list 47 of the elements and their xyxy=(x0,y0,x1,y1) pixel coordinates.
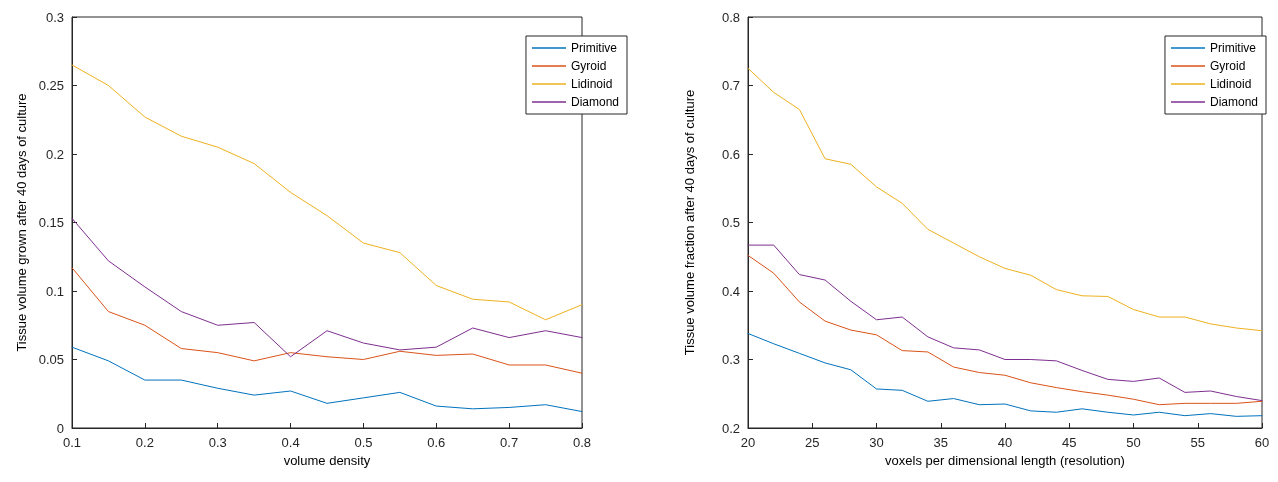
y-tick-label: 0.6 xyxy=(721,146,740,162)
line-series xyxy=(747,332,1263,417)
x-axis-title: volume density xyxy=(283,453,371,468)
x-tick-label: 40 xyxy=(997,435,1013,450)
legend-label: Gyroid xyxy=(1209,59,1246,73)
legend-label: Diamond xyxy=(570,95,620,109)
y-tick-label: 0.25 xyxy=(38,78,64,93)
legend-label: Primitive xyxy=(570,41,618,55)
y-tick-label: 0.3 xyxy=(45,9,64,25)
y-tick-label: 0.05 xyxy=(38,352,64,367)
y-tick-label: 0.8 xyxy=(721,9,740,25)
y-tick-label: 0.4 xyxy=(721,283,740,299)
line-series xyxy=(71,267,583,374)
x-tick-label: 0.6 xyxy=(427,435,446,450)
x-tick-label: 55 xyxy=(1190,435,1205,450)
legend-label: Lidinoid xyxy=(570,77,613,91)
y-tick-label: 0.2 xyxy=(721,420,740,436)
y-tick-label: 0.5 xyxy=(721,215,740,230)
legend-label: Lidinoid xyxy=(1209,77,1252,91)
x-tick-label: 0.3 xyxy=(208,435,227,450)
y-tick-label: 0 xyxy=(56,420,64,436)
x-tick-label: 0.5 xyxy=(354,435,373,450)
x-tick-label: 50 xyxy=(1126,435,1141,450)
x-tick-label: 0.1 xyxy=(62,435,82,450)
x-tick-label: 45 xyxy=(1062,435,1077,450)
y-tick-label: 0.2 xyxy=(45,146,64,162)
x-axis-title: voxels per dimensional length (resolution) xyxy=(885,453,1125,468)
x-tick-label: 35 xyxy=(933,435,948,450)
x-tick-label: 0.2 xyxy=(135,435,154,450)
x-tick-label: 60 xyxy=(1254,435,1270,450)
y-tick-label: 0.7 xyxy=(721,78,740,93)
y-tick-label: 0.1 xyxy=(45,283,64,299)
line-series xyxy=(71,217,583,358)
line-series xyxy=(71,346,583,413)
x-tick-label: 30 xyxy=(869,435,884,450)
x-tick-label: 25 xyxy=(805,435,820,450)
x-tick-label: 20 xyxy=(740,435,756,450)
y-tick-label: 0.15 xyxy=(38,215,64,230)
x-tick-label: 0.8 xyxy=(572,435,592,450)
y-axis-title: Tissue volume grown after 40 days of culture xyxy=(13,93,29,352)
y-axis-title: Tissue volume fraction after 40 days of culture xyxy=(682,89,697,356)
legend-label: Diamond xyxy=(1209,95,1259,109)
legend-label: Gyroid xyxy=(570,59,607,73)
y-tick-label: 0.3 xyxy=(721,352,740,367)
x-tick-label: 0.4 xyxy=(281,435,300,450)
legend-label: Primitive xyxy=(1209,41,1257,55)
x-tick-label: 0.7 xyxy=(500,435,519,450)
